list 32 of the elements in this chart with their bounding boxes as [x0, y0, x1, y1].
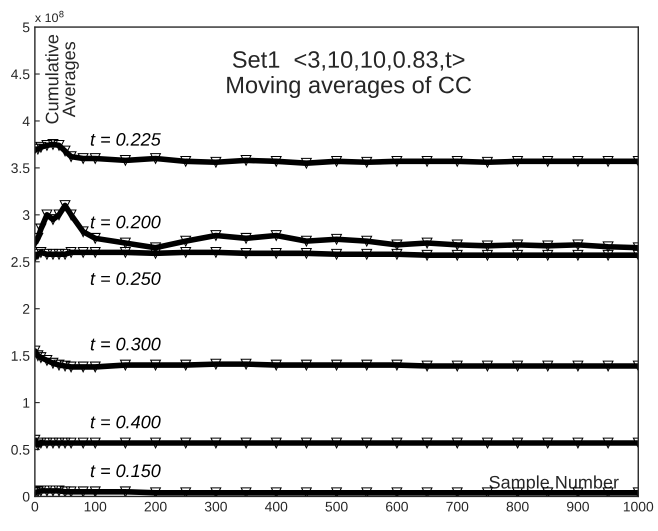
y-tick-label: 2.5: [11, 257, 30, 267]
x-tick-label: 600: [386, 502, 408, 512]
series-label: t = 0.150: [90, 464, 161, 478]
x-tick-label: 200: [144, 502, 167, 512]
x-tick-label: 400: [264, 502, 288, 512]
y-tick-label: 0: [22, 492, 30, 502]
x-tick-label: 800: [506, 502, 529, 512]
x-tick-label: 300: [204, 502, 227, 512]
series-label: t = 0.400: [90, 416, 161, 428]
y-tick-label: 2: [22, 304, 30, 314]
x-tick-label: 0: [32, 502, 38, 512]
series-label: t = 0.200: [90, 216, 161, 228]
series-label: t = 0.300: [90, 338, 161, 350]
x-axis-title: Sample Number: [489, 475, 619, 492]
x-tick-label: 1000: [624, 502, 654, 512]
y-tick-label: 3.5: [11, 163, 30, 174]
x-tick-label: 500: [326, 502, 348, 512]
y-tick-label: 4: [22, 116, 30, 126]
y-tick-label: 0.5: [11, 444, 30, 455]
y-tick-label: 4.5: [11, 70, 30, 80]
series-label: t = 0.250: [90, 272, 161, 286]
x-tick-label: 100: [84, 502, 106, 512]
x-tick-label: 900: [566, 502, 589, 512]
text: x 10$^{8}$: [35, 10, 64, 22]
y-tick-label: 1.5: [12, 351, 30, 361]
y-tick-label: 1: [23, 398, 30, 408]
annotation: Cumulative Averages: [45, 34, 79, 124]
y-tick-label: 5: [22, 22, 30, 32]
y-tick-label: 3: [22, 210, 30, 220]
text: Set1 <3,10,10,0.83,t> Moving averages of CC: [227, 51, 472, 98]
series-label: t = 0.225: [90, 133, 161, 146]
x-tick-label: 700: [446, 502, 468, 512]
